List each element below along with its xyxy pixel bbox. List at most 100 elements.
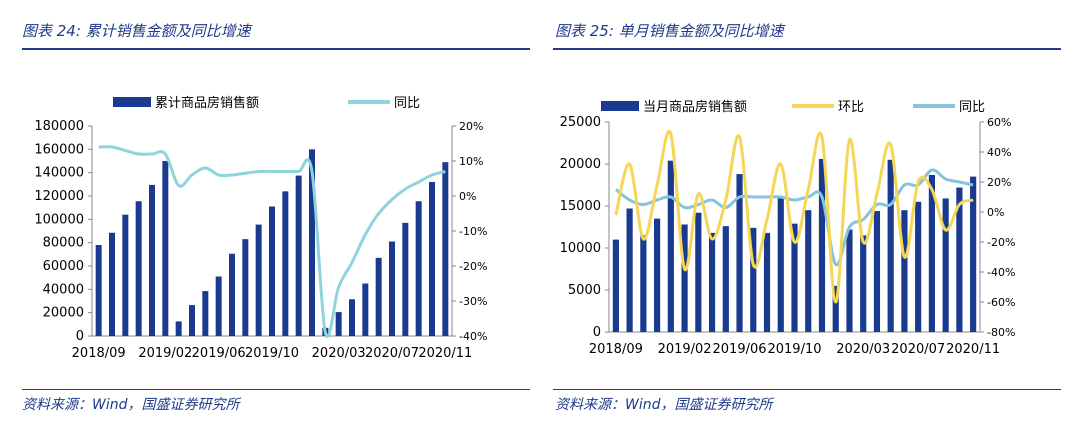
chart-24-bar <box>229 253 235 336</box>
chart-24-left-tick-label: 60000 <box>43 259 84 274</box>
chart-25-bar <box>640 235 647 332</box>
chart-24-left-tick-label: 40000 <box>43 282 84 297</box>
chart-25-left-tick-label: 15000 <box>560 199 601 214</box>
chart-25-x-tick-label: 2018/09 <box>589 342 643 357</box>
chart-24-yoy-line <box>98 145 446 338</box>
chart-25-bar <box>736 174 743 332</box>
chart-24-bar <box>442 162 449 336</box>
chart-24-bar <box>309 149 315 336</box>
chart-25-legend-swatch-bar <box>601 101 639 111</box>
chart-24-bar <box>109 232 115 336</box>
chart-25-bar <box>928 174 935 332</box>
chart-25-bar <box>708 232 716 332</box>
chart-24-x-tick-label: 2018/09 <box>72 346 126 361</box>
chart-25-left-tick-label: 10000 <box>560 241 601 256</box>
chart-25-right-tick-label: 40% <box>987 146 1011 159</box>
chart-25-bar <box>887 159 894 332</box>
chart-25-bar <box>695 212 702 332</box>
chart-25-x-tick-label: 2020/07 <box>891 342 945 357</box>
chart-25-bar <box>915 201 922 332</box>
chart-24-bar <box>375 257 382 336</box>
chart-24-x-tick-label: 2019/06 <box>192 346 246 361</box>
chart-25-bar <box>667 160 674 332</box>
chart-25-yoy-line <box>614 168 974 267</box>
chart-25-mom-line <box>614 129 974 304</box>
chart-24-legend-swatch-bar <box>113 97 151 107</box>
chart-24-x-tick-label: 2020/07 <box>365 346 419 361</box>
chart-25-bar <box>901 210 908 332</box>
chart-24-bar <box>335 312 342 336</box>
chart-24-x-tick-label: 2019/10 <box>245 346 299 361</box>
chart-24-legend-label: 同比 <box>394 96 420 111</box>
chart-24-bar <box>135 201 142 336</box>
chart-24-x-tick-label: 2019/02 <box>138 346 192 361</box>
chart-24-left-tick-label: 160000 <box>34 142 84 157</box>
chart-25-bar <box>832 285 839 332</box>
chart-24-bar <box>242 239 249 336</box>
chart-25-left-tick-label: 5000 <box>568 283 601 298</box>
chart-24-left-tick-label: 180000 <box>34 119 84 134</box>
chart-25-bar <box>626 208 633 332</box>
chart-25-bottom-rule <box>553 389 1061 390</box>
chart-25-x-tick-label: 2020/11 <box>946 342 1000 357</box>
chart-25-bar <box>818 158 826 332</box>
chart-25-bar <box>873 211 881 332</box>
chart-25-bar <box>654 218 661 332</box>
chart-24-bar <box>362 283 369 336</box>
chart-25-source: 资料来源：Wind，国盛证券研究所 <box>555 397 773 413</box>
chart-24-bar <box>162 161 169 336</box>
chart-24-bar <box>349 299 355 336</box>
chart-25-bar <box>942 198 949 332</box>
chart-24-bar <box>189 305 195 336</box>
chart-25-top-rule <box>553 48 1061 50</box>
chart-25-legend-label: 当月商品房销售额 <box>643 99 747 115</box>
chart-24-bar <box>269 206 275 336</box>
chart-24-right-tick-label: 20% <box>459 120 483 133</box>
chart-25-left-tick-label: 25000 <box>560 115 601 130</box>
chart-24-right-tick-label: -10% <box>459 225 487 238</box>
chart-25-bar <box>805 210 812 332</box>
chart-25-legend-label: 环比 <box>838 100 864 115</box>
chart-24-left-tick-label: 140000 <box>34 166 84 181</box>
chart-25-bar <box>722 226 729 332</box>
chart-24-bar <box>402 222 409 336</box>
chart-25-x-tick-label: 2019/06 <box>713 342 767 357</box>
chart-24-top-rule <box>22 48 530 50</box>
chart-25-x-tick-label: 2019/02 <box>658 342 712 357</box>
chart-25-x-tick-label: 2020/03 <box>836 342 890 357</box>
chart-25-bar <box>777 197 784 332</box>
chart-24-right-tick-label: -40% <box>459 330 487 343</box>
chart-24-right-tick-label: 10% <box>459 155 483 168</box>
chart-25-bar <box>791 223 798 332</box>
chart-24-source: 资料来源：Wind，国盛证券研究所 <box>22 397 240 413</box>
chart-25-x-tick-label: 2019/10 <box>767 342 821 357</box>
chart-25-right-tick-label: -60% <box>987 296 1015 309</box>
chart-24-bottom-rule <box>22 389 530 390</box>
chart-25-bar <box>970 176 977 332</box>
chart-25-title: 图表 25: 单月销售金额及同比增速 <box>555 22 784 40</box>
chart-24-bar <box>255 224 262 336</box>
chart-24-right-tick-label: -30% <box>459 295 487 308</box>
chart-24-bar <box>175 321 182 336</box>
chart-25-bar <box>681 224 688 332</box>
chart-25-bar <box>763 232 771 332</box>
chart-25-right-tick-label: 60% <box>987 116 1011 129</box>
chart-24-right-tick-label: 0% <box>459 190 476 203</box>
chart-24-bar <box>122 214 129 336</box>
chart-24-bar <box>149 184 155 336</box>
chart-25-right-tick-label: 20% <box>987 176 1011 189</box>
chart-24-bar <box>429 182 435 336</box>
chart-25-right-tick-label: 0% <box>987 206 1004 219</box>
chart-25-left-tick-label: 0 <box>593 325 601 340</box>
chart-24-x-tick-label: 2020/03 <box>312 346 366 361</box>
chart-25-right-tick-label: -20% <box>987 236 1015 249</box>
chart-25-left-tick-label: 20000 <box>560 157 601 172</box>
chart-24-bar <box>215 276 222 336</box>
chart-25-bar <box>846 229 853 332</box>
chart-25-legend-label: 同比 <box>959 100 985 115</box>
chart-25-bar <box>860 235 867 332</box>
chart-24-left-tick-label: 0 <box>76 329 84 344</box>
chart-24-title: 图表 24: 累计销售金额及同比增速 <box>22 22 251 40</box>
chart-24-bar <box>282 191 289 336</box>
chart-24-right-tick-label: -20% <box>459 260 487 273</box>
